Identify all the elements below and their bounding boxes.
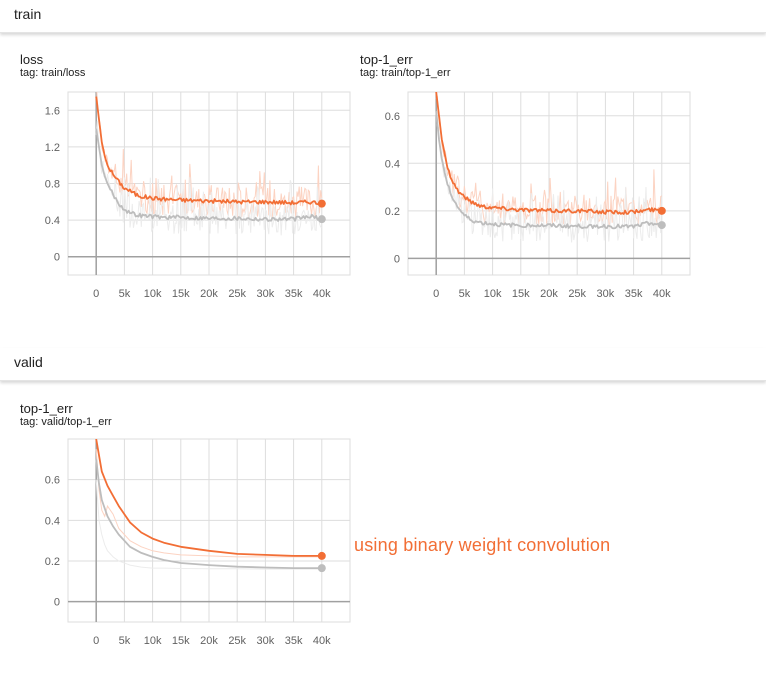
chart-svg-valid-top1-err[interactable]: 0 5k 10k 15k 20k 25k 30k 35k 40k 0 0.2 0.4 0.6	[20, 401, 360, 651]
x-tick-label: 5k	[459, 288, 471, 300]
y-tick-label: 0.4	[45, 515, 60, 527]
series-group	[95, 92, 323, 236]
y-tick-label: 0.4	[45, 215, 60, 227]
chart-card-train-loss: loss tag: train/loss 0 5k 10k 15k 20k 25k 30k 3…	[20, 52, 360, 332]
series-endpoint-marker	[657, 206, 666, 215]
chart-svg-train-top1-err[interactable]: 0 5k 10k 15k 20k 25k 30k 35k 40k 0 0.2 0.4 0.6	[360, 52, 700, 302]
x-tick-label: 40k	[313, 635, 331, 647]
y-tick-label: 0	[54, 252, 60, 264]
series-raw-line	[95, 449, 322, 558]
x-tick-label: 0	[93, 635, 99, 647]
x-tick-label: 25k	[228, 635, 246, 647]
x-tick-label: 15k	[512, 288, 530, 300]
x-tick-label: 5k	[119, 288, 131, 300]
chart-title: top-1_err	[360, 52, 413, 67]
series-group	[95, 439, 322, 570]
y-tick-label: 0.6	[45, 475, 60, 487]
x-tick-label: 5k	[119, 635, 131, 647]
y-tick-label: 0.2	[45, 556, 60, 568]
series-raw-line	[96, 92, 323, 221]
x-tick-label: 10k	[484, 288, 502, 300]
chart-svg-train-loss[interactable]: 0 5k 10k 15k 20k 25k 30k 35k 40k 0 0.4 0.8 1.2 1.6	[20, 52, 360, 302]
x-tick-label: 0	[93, 288, 99, 300]
x-tick-label: 0	[433, 288, 439, 300]
x-tick-label: 10k	[144, 635, 162, 647]
series-line	[95, 459, 322, 570]
section-title-train: train	[14, 6, 42, 22]
y-tick-label: 1.6	[45, 105, 60, 117]
x-tick-label: 25k	[228, 288, 246, 300]
section-header-train[interactable]: train	[0, 0, 766, 33]
section-title-valid: valid	[14, 354, 43, 370]
y-tick-label: 0	[54, 597, 60, 609]
chart-tag: tag: train/top-1_err	[360, 67, 451, 79]
y-tick-label: 0	[394, 253, 400, 265]
chart-title: loss	[20, 52, 44, 67]
section-header-valid[interactable]: valid	[0, 348, 766, 381]
x-tick-label: 25k	[568, 288, 586, 300]
y-tick-label: 0.6	[385, 111, 400, 123]
x-tick-label: 30k	[257, 635, 275, 647]
x-tick-label: 30k	[257, 288, 275, 300]
series-group	[435, 92, 663, 243]
x-tick-label: 10k	[144, 288, 162, 300]
y-tick-label: 1.2	[45, 142, 60, 154]
x-tick-label: 20k	[540, 288, 558, 300]
x-tick-label: 35k	[625, 288, 643, 300]
series-endpoint-marker	[657, 221, 666, 230]
series-line	[95, 128, 323, 222]
series-line	[95, 439, 322, 557]
series-line	[435, 110, 663, 230]
series-line	[95, 96, 323, 206]
x-tick-label: 30k	[597, 288, 615, 300]
x-tick-label: 20k	[200, 635, 218, 647]
x-tick-label: 35k	[285, 635, 303, 647]
series-endpoint-marker	[317, 551, 326, 560]
series-endpoint-marker	[317, 215, 326, 224]
x-tick-label: 20k	[200, 288, 218, 300]
x-tick-label: 40k	[653, 288, 671, 300]
x-tick-label: 40k	[313, 288, 331, 300]
x-tick-label: 35k	[285, 288, 303, 300]
series-raw-line	[95, 121, 323, 236]
annotation-text: using binary weight convolution	[354, 535, 611, 555]
series-endpoint-marker	[317, 199, 326, 208]
chart-tag: tag: valid/top-1_err	[20, 416, 112, 428]
chart-tag: tag: train/loss	[20, 67, 86, 79]
series-endpoint-marker	[317, 564, 326, 573]
y-tick-label: 0.2	[385, 206, 400, 218]
y-tick-label: 0.8	[45, 179, 60, 191]
series-line	[435, 92, 663, 215]
chart-title: top-1_err	[20, 401, 73, 416]
x-tick-label: 15k	[172, 288, 190, 300]
chart-card-train-top1-err: top-1_err tag: train/top-1_err 0 5k 10k 15k…	[360, 52, 700, 332]
x-tick-label: 15k	[172, 635, 190, 647]
chart-card-valid-top1-err: top-1_err tag: valid/top-1_err 0 5k 10k 15k…	[20, 401, 360, 681]
y-tick-label: 0.4	[385, 158, 400, 170]
series-raw-line	[95, 479, 322, 570]
